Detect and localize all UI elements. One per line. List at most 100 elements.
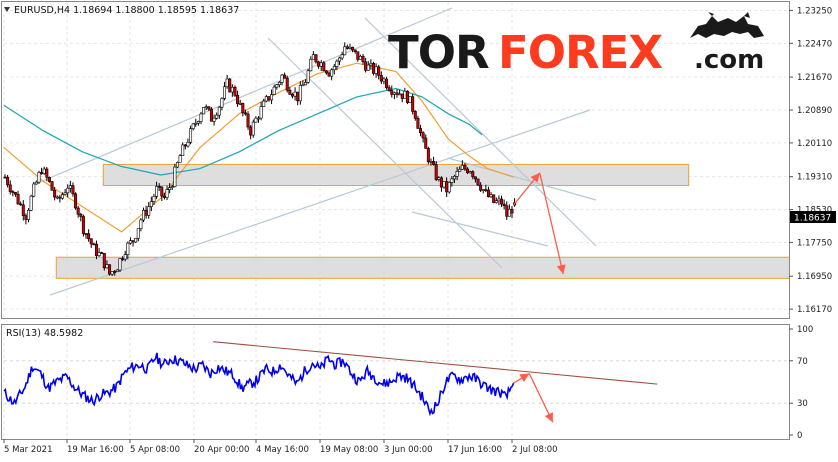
moving-average-line [3,87,483,176]
bull-candle [497,198,501,202]
arrow-head [556,264,566,275]
rsi-trendline-line [213,341,658,385]
bull-candle [142,209,146,221]
bull-candle [238,103,242,105]
bull-candle [196,121,200,124]
bull-candle [217,106,221,116]
channel-line [39,7,453,183]
bear-candle [492,194,496,203]
bear-candle [131,240,135,243]
bear-candle [473,176,477,180]
bull-candle [215,114,219,119]
bull-candle [155,186,159,197]
bull-candle [338,57,342,62]
bull-candle [262,100,266,107]
bear-candle [484,189,488,191]
bull-candle [450,178,454,183]
bear-candle [243,112,247,115]
arrow-head [519,373,530,383]
bull-candle [60,194,64,199]
bull-candle [442,181,446,188]
bear-candle [100,252,104,254]
support-resistance-zones [55,163,789,279]
bull-candle [181,144,185,156]
bear-candle [290,94,294,97]
forecast-arrow [539,172,564,275]
bull-candle [437,177,441,180]
time-tick-label: 19 May 08:00 [320,445,378,455]
bull-candle [68,185,72,189]
bear-candle [87,233,91,240]
bear-candle [21,204,25,216]
bull-candle [225,78,229,88]
bull-candle [311,54,315,60]
bear-candle [486,189,490,198]
bull-candle [468,171,472,174]
time-tick-label: 17 Jun 16:00 [448,445,502,455]
bull-candle [408,96,412,103]
bull-candle [489,194,493,198]
bear-candle [400,93,404,99]
bull-candle [340,54,344,59]
bear-candle [345,46,349,49]
bear-candle [353,49,357,52]
bear-candle [510,208,514,214]
forecast-arrows [513,172,566,275]
bear-candle [463,164,467,170]
current-price-marker: 1.18637 [790,211,836,224]
bear-candle [387,87,391,91]
bull-candle [264,96,268,102]
price-tick-label: 1.20890 [797,106,832,116]
bear-candle [296,91,300,102]
price-tick-label: 1.16170 [797,305,832,315]
bear-candle [283,74,287,79]
svg-text:1.18637: 1.18637 [794,214,831,224]
bull-candle [293,91,297,97]
logo-text-forex: FOREX [498,26,662,79]
bear-candle [364,61,368,71]
bull-candle [277,82,281,86]
bear-candle [183,144,187,147]
bull-candle [366,64,370,71]
rsi-axis: 100 70 30 0 [789,325,813,441]
collapse-triangle-icon[interactable] [4,7,10,12]
bear-candle [81,216,85,234]
bear-candle [371,62,375,74]
bear-candle [6,176,10,186]
bear-candle [16,193,20,205]
rsi-tick-label: 70 [797,357,808,367]
price-tick-label: 1.18530 [797,206,832,216]
bear-candle [405,90,409,103]
bull-candle [301,84,305,87]
bear-candle [439,177,443,188]
bull-candle [199,113,203,122]
bull-candle [139,219,143,229]
bull-candle [507,208,511,217]
rsi-series-line [3,352,515,417]
bear-candle [108,264,112,275]
bear-candle [476,178,480,186]
bull-candle [186,141,190,147]
bear-candle [84,233,88,235]
bull-candle [204,106,208,109]
bear-candle [505,205,509,217]
bull-candle [280,74,284,83]
bull-candle [455,171,459,177]
rsi-tick-label: 100 [797,325,813,335]
bear-candle [121,258,125,260]
bull-candle [123,254,127,260]
rsi-forecast-arrows [513,372,554,423]
bull-candle [369,62,373,66]
channel-line [411,211,549,247]
logo-text-tor: TOR [388,26,489,79]
time-tick-label: 5 Apr 08:00 [130,445,180,455]
bull-candle [175,162,179,168]
price-zone [102,163,690,187]
rsi-tick-label: 30 [797,399,808,409]
bull-candle [298,85,302,102]
bear-candle [58,196,62,199]
bear-candle [160,186,164,197]
bull-candle [458,168,462,172]
bull-candle [343,46,347,56]
channel-line [49,109,591,296]
